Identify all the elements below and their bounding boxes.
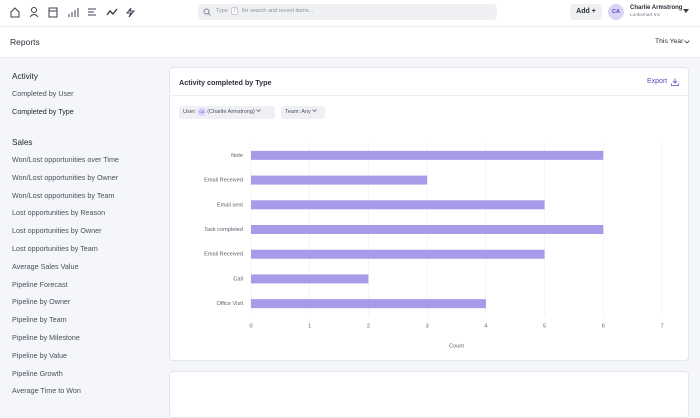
top-bar: Type / for search and recent items... Ad… [0,0,700,27]
card-divider [170,95,688,96]
activity-icon[interactable] [106,8,118,16]
second-card [169,371,689,418]
report-link[interactable]: Pipeline by Team [12,315,67,325]
list-icon[interactable] [88,8,96,16]
filter-chevron [256,109,262,112]
card-title: Activity completed by Type [179,78,272,87]
bolt-icon[interactable] [125,7,136,18]
user-icon[interactable] [31,7,37,13]
report-link[interactable]: Won/Lost opportunities over Time [12,155,119,164]
page-title: Reports [10,37,40,47]
user-menu-caret[interactable] [683,9,689,14]
report-link[interactable]: Won/Lost opportunities by Team [12,190,115,200]
home-icon[interactable] [10,7,20,18]
report-link[interactable]: Completed by User [12,89,74,98]
nav-icons [10,7,136,18]
filter-label: Team: [285,109,300,115]
export-button[interactable]: Export [647,78,668,85]
user-filter[interactable]: User: CA (Charlie Armstrong) [179,106,275,119]
filter-value: Any [301,109,311,115]
filter-avatar: CA [197,107,206,116]
period-select[interactable]: This Year [655,38,684,45]
reports-icon[interactable] [68,8,79,17]
report-link[interactable]: Lost opportunities by Owner [12,226,102,236]
period-chevron [684,40,690,44]
user-avatar[interactable]: CA [608,4,624,20]
filter-chevron [312,109,317,112]
search-placeholder: for search and recent items... [242,8,314,14]
filter-label: User: [183,109,197,115]
filter-value: (Charlie Armstrong) [207,109,255,115]
report-link[interactable]: Won/Lost opportunities by Owner [12,172,119,182]
search-box[interactable]: Type / for search and recent items... [198,4,497,20]
sidebar: Activity Completed by User Completed by Ty… [0,57,160,408]
report-link[interactable]: Pipeline Forecast [12,279,68,289]
user-name: Charlie Armstrong [630,5,683,11]
section-heading: Activity [12,72,38,81]
report-link[interactable]: Lost opportunities by Team [12,244,98,253]
team-filter[interactable]: Team: Any [281,106,325,119]
search-prefix: Type [216,8,228,14]
page-header: Reports This Year [0,27,700,58]
report-link[interactable]: Average Time to Won [12,386,81,396]
report-link[interactable]: Pipeline by Value [12,350,68,360]
report-link[interactable]: Average Sales Value [12,261,79,271]
report-link[interactable]: Lost opportunities by Reason [12,208,106,218]
user-company: Looksmart Inc [630,13,661,18]
report-link[interactable]: Pipeline by Owner [12,297,71,307]
export-icon [671,78,679,86]
report-link[interactable]: Pipeline by Milestone [12,333,80,342]
report-link[interactable]: Pipeline Growth [12,368,63,378]
report-link[interactable]: Completed by Type [12,106,74,116]
search-key: / [231,7,239,15]
search-icon [203,8,211,16]
section-heading: Sales [12,138,33,147]
calendar-icon[interactable] [48,7,58,18]
add-button[interactable]: Add + [570,4,602,20]
